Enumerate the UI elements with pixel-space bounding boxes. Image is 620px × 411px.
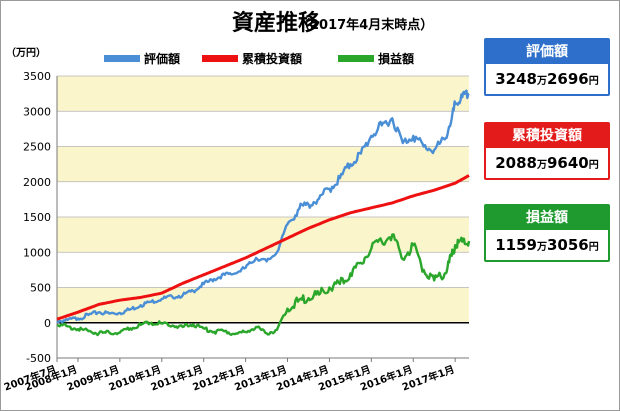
callout-valuation-main: 3248 — [495, 70, 537, 88]
legend: 評価額 累積投資額 損益額 — [104, 51, 414, 66]
callout-investment-value: 2088万9640円 — [486, 148, 608, 178]
y-tick-label: 0 — [44, 317, 51, 330]
y-tick-label: 3000 — [23, 105, 51, 118]
callout-profit-unit1: 万 — [537, 242, 547, 253]
callout-profit-value: 1159万3056円 — [486, 230, 608, 260]
plot-band — [57, 217, 469, 253]
y-tick-label: 2500 — [23, 141, 51, 154]
callout-investment: 累積投資額 2088万9640円 — [484, 122, 610, 180]
unit-label: （万円） — [6, 46, 46, 59]
callout-profit-sub: 3056 — [547, 236, 589, 254]
plot-band — [57, 146, 469, 182]
y-tick-label: 500 — [30, 282, 51, 295]
callout-investment-sub: 9640 — [547, 154, 589, 172]
callout-valuation-sub: 2696 — [547, 70, 589, 88]
x-tick-labels: 2007年7月2008年1月2009年1月2010年1月2011年1月2012年… — [2, 358, 456, 394]
legend-label: 損益額 — [378, 51, 414, 66]
series-line — [56, 89, 470, 324]
chart-title: 資産推移 — [232, 10, 320, 36]
callout-valuation: 評価額 3248万2696円 — [484, 38, 610, 96]
legend-swatch — [104, 55, 140, 62]
callout-valuation-label: 評価額 — [486, 40, 608, 64]
callout-profit-unit2: 円 — [588, 242, 599, 253]
y-tick-labels: -500 0 500 1000 1500 2000 2500 3000 3500 — [23, 70, 51, 365]
callout-profit: 損益額 1159万3056円 — [484, 204, 610, 262]
y-tick-label: 1500 — [23, 211, 51, 224]
legend-label: 評価額 — [144, 51, 180, 66]
plot-band — [57, 76, 469, 112]
y-tick-label: 2000 — [23, 176, 51, 189]
legend-label: 累積投資額 — [242, 51, 302, 66]
legend-swatch — [338, 55, 374, 62]
plot-band — [57, 287, 469, 323]
y-tick-label: 3500 — [23, 70, 51, 83]
y-tick-label: 1000 — [23, 246, 51, 259]
series-line — [56, 174, 470, 321]
callout-profit-label: 損益額 — [486, 206, 608, 230]
callout-valuation-unit1: 万 — [537, 76, 547, 87]
chart-subtitle: （2017年4月末時点） — [297, 17, 433, 33]
callout-investment-unit2: 円 — [588, 160, 599, 171]
callout-profit-main: 1159 — [495, 236, 537, 254]
grid-lines — [56, 75, 469, 359]
legend-swatch — [202, 55, 238, 62]
callout-investment-main: 2088 — [495, 154, 537, 172]
callout-investment-label: 累積投資額 — [486, 124, 608, 148]
series-line — [56, 233, 471, 337]
series-group — [56, 89, 471, 337]
callout-valuation-unit2: 円 — [588, 76, 599, 87]
y-tick-label: -500 — [26, 352, 51, 365]
callout-valuation-value: 3248万2696円 — [486, 64, 608, 94]
callout-investment-unit1: 万 — [537, 160, 547, 171]
